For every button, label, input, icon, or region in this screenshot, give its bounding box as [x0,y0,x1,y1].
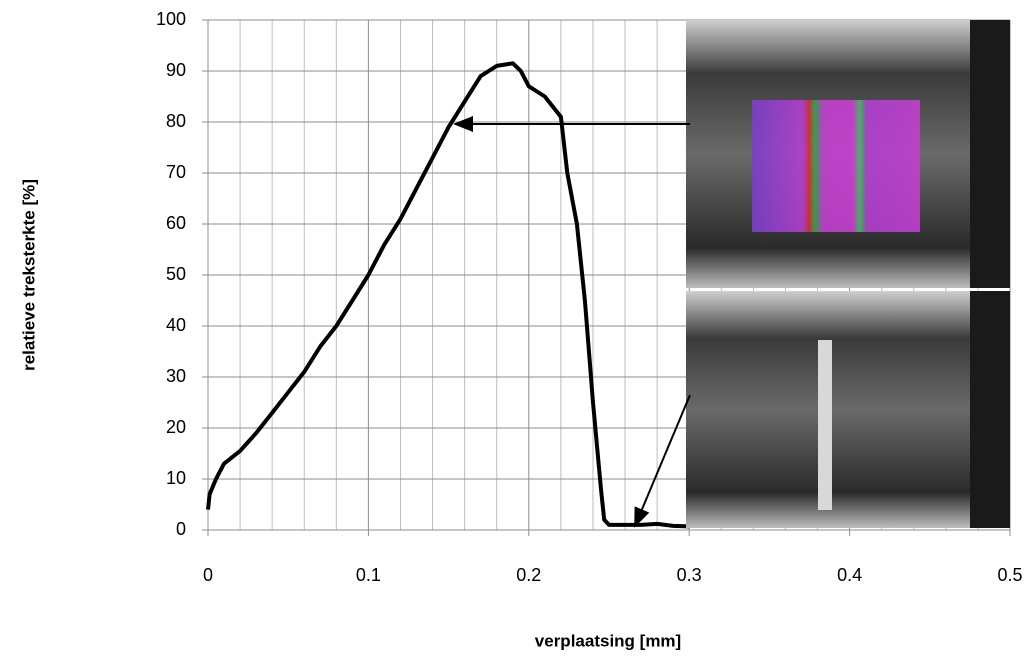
x-axis-label: verplaatsing [mm] [535,631,681,650]
photos [686,20,1010,528]
photo-bottom [686,291,1010,528]
y-tick-label: 100 [156,9,186,29]
y-tick-label: 30 [166,366,186,386]
y-tick-label: 70 [166,162,186,182]
y-tick-label: 50 [166,264,186,284]
y-tick-label: 20 [166,417,186,437]
y-tick-label: 0 [176,519,186,539]
y-tick-label: 60 [166,213,186,233]
y-tick-label: 10 [166,468,186,488]
strain-overlay [752,100,920,232]
plot [206,61,690,529]
arrow [634,394,691,528]
fracture-ring [818,340,832,510]
x-tick-label: 0.3 [677,565,702,585]
photo-edge [970,20,1010,288]
photo-edge [970,291,1010,528]
x-tick-label: 0 [203,565,213,585]
data-line [206,61,690,529]
y-tick-label: 90 [166,60,186,80]
x-tick-label: 0.2 [516,565,541,585]
y-tick-label: 80 [166,111,186,131]
y-tick-label: 40 [166,315,186,335]
x-tick-label: 0.1 [356,565,381,585]
x-tick-label: 0.4 [837,565,862,585]
x-tick-label: 0.5 [997,565,1022,585]
y-axis-label: relatieve treksterkte [%] [19,179,38,371]
